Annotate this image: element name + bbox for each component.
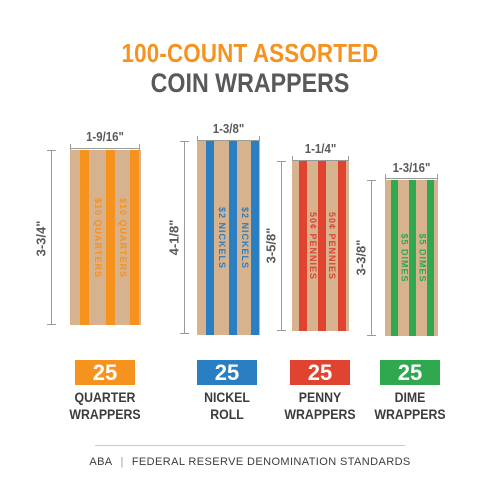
penny-width-dimension: 1-1/4" — [304, 141, 337, 156]
nickel-stripe — [206, 141, 214, 335]
nickel-stripe-text: $2 NICKELS — [240, 206, 251, 270]
dime-count-badge: 25 — [380, 360, 440, 385]
footer-separator: | — [120, 456, 124, 468]
quarter-width-dimension: 1-9/16" — [86, 129, 124, 144]
nickel-width-dimension-line — [197, 136, 260, 145]
page-title-line1: 100-COUNT ASSORTED — [121, 38, 379, 68]
dime-stripe — [427, 180, 434, 336]
quarter-label: QUARTER WRAPPERS — [65, 389, 144, 423]
dime-height-dimension-line — [367, 180, 376, 336]
dime-height-dimension: 3-3/8" — [353, 239, 369, 276]
footer-aba: ABA — [89, 456, 113, 468]
dime-wrapper-image: $5 DIMES $5 DIMES — [385, 180, 438, 336]
nickel-label-line1: NICKEL — [204, 389, 250, 405]
quarter-count-badge: 25 — [75, 360, 135, 385]
footer-standards: FEDERAL RESERVE DENOMINATION STANDARDS — [131, 456, 411, 468]
penny-wrapper-image: 50¢ PENNIES 50¢ PENNIES — [292, 161, 349, 331]
dime-label-line2: WRAPPERS — [374, 406, 446, 422]
quarter-wrapper-image: $10 QUARTERS $10 QUARTERS — [70, 150, 141, 325]
quarter-stripe — [106, 150, 115, 325]
quarter-height-dimension: 3-3/4" — [33, 220, 49, 257]
dime-stripe-text: $5 DIMES — [417, 233, 428, 283]
penny-height-dimension: 3-5/8" — [263, 227, 279, 264]
footer-divider — [95, 445, 405, 446]
penny-stripe — [338, 161, 346, 331]
quarter-stripe — [130, 150, 139, 325]
quarter-label-line2: WRAPPERS — [69, 406, 141, 422]
quarter-width-dimension-line — [70, 144, 140, 153]
nickel-height-dimension-line — [180, 141, 189, 334]
nickel-label-line2: ROLL — [210, 406, 244, 422]
penny-label-line1: PENNY — [298, 389, 342, 405]
penny-stripe-text: 50¢ PENNIES — [327, 211, 337, 281]
penny-height-dimension-line — [277, 161, 286, 331]
dime-stripe — [409, 180, 416, 336]
quarter-stripe-text: $10 QUARTERS — [118, 197, 128, 278]
quarter-height-dimension-line — [47, 150, 56, 325]
nickel-wrapper-image: $2 NICKELS $2 NICKELS — [197, 141, 260, 335]
quarter-label-line1: QUARTER — [74, 389, 136, 405]
quarter-stripe — [80, 150, 89, 325]
quarter-stripe-text: $10 QUARTERS — [93, 197, 103, 278]
nickel-count-badge: 25 — [197, 360, 257, 385]
penny-stripe — [318, 161, 326, 331]
penny-label: PENNY WRAPPERS — [280, 389, 359, 423]
dime-width-dimension: 1-3/16" — [392, 160, 431, 175]
nickel-label: NICKEL ROLL — [187, 389, 266, 423]
nickel-stripe — [251, 141, 259, 335]
page-title-line2: COIN WRAPPERS — [150, 68, 350, 98]
penny-count-badge: 25 — [290, 360, 350, 385]
dime-label-line1: DIME — [394, 389, 426, 405]
nickel-height-dimension: 4-1/8" — [166, 219, 182, 256]
dime-stripe — [391, 180, 398, 336]
nickel-width-dimension: 1-3/8" — [212, 121, 245, 136]
penny-width-dimension-line — [292, 156, 349, 165]
penny-stripe — [299, 161, 307, 331]
dime-width-dimension-line — [385, 174, 438, 183]
footer: ABA | FEDERAL RESERVE DENOMINATION STANDAR… — [0, 456, 500, 468]
penny-label-line2: WRAPPERS — [284, 406, 356, 422]
nickel-stripe — [229, 141, 237, 335]
nickel-stripe-text: $2 NICKELS — [217, 206, 228, 270]
penny-stripe-text: 50¢ PENNIES — [308, 211, 318, 281]
dime-stripe-text: $5 DIMES — [399, 233, 410, 283]
dime-label: DIME WRAPPERS — [370, 389, 449, 423]
